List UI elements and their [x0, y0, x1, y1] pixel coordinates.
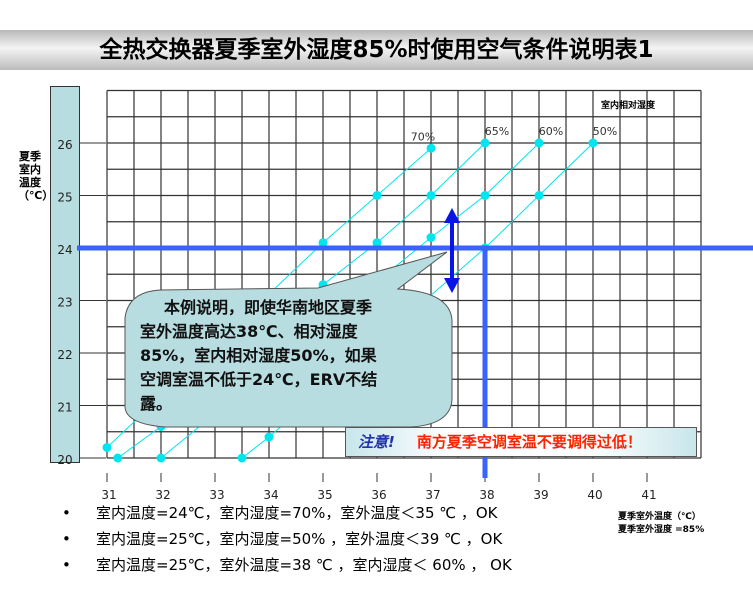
- series-label: 50%: [593, 125, 617, 138]
- data-point: [237, 453, 247, 463]
- x-tick-label: 31: [101, 488, 116, 502]
- x-tick-label: 36: [371, 488, 386, 502]
- series-label: 70%: [411, 130, 435, 143]
- legend-title: 室内相对湿度: [601, 99, 656, 111]
- note-label: 注意!: [358, 433, 395, 451]
- y-tick-label: 24: [57, 243, 72, 257]
- x-axis-label-line: 夏季室外温度（℃）: [618, 512, 701, 522]
- data-point: [480, 138, 490, 148]
- data-point: [426, 233, 436, 242]
- y-tick-label: 23: [57, 296, 72, 310]
- x-tick-label: 41: [641, 488, 656, 502]
- x-tick-label: 34: [263, 488, 278, 502]
- data-point: [372, 191, 382, 200]
- x-tick-label: 39: [533, 488, 548, 502]
- data-point: [426, 143, 436, 153]
- y-tick-label: 25: [57, 191, 72, 205]
- data-point: [426, 191, 436, 200]
- callout-line: 室外温度高达38℃、相对湿度: [140, 322, 358, 341]
- note-box: 注意! 南方夏季空调室温不要调得过低！: [345, 427, 697, 457]
- x-tick-label: 37: [425, 488, 440, 502]
- data-point: [264, 432, 274, 442]
- y-tick-label: 26: [57, 138, 72, 152]
- bullet-item: 室内温度=25℃，室外温度=38 ℃ ，室内湿度＜ 60% ， OK: [62, 552, 512, 578]
- data-point: [372, 238, 382, 248]
- callout-line: 空调室温不低于24℃，ERV不结: [140, 370, 378, 389]
- series-label: 65%: [485, 125, 509, 138]
- data-point: [102, 443, 112, 452]
- bullet-list: 室内温度=24℃，室内湿度=70%，室外温度＜35 ℃ ，OK 室内温度=25℃…: [62, 500, 512, 578]
- callout-line: 本例说明，即使华南地区夏季: [164, 298, 373, 317]
- data-point: [534, 138, 544, 148]
- data-point: [318, 238, 328, 248]
- x-tick-label: 33: [209, 488, 224, 502]
- callout-line: 露。: [140, 394, 173, 413]
- data-point: [480, 191, 490, 200]
- x-tick-label: 40: [587, 488, 602, 502]
- bullet-item: 室内温度=24℃，室内湿度=70%，室外温度＜35 ℃ ，OK: [62, 500, 512, 526]
- data-point: [588, 138, 598, 148]
- page-title: 全热交换器夏季室外湿度85%时使用空气条件说明表1: [0, 30, 753, 70]
- note-text: 南方夏季空调室温不要调得过低！: [416, 433, 642, 451]
- y-tick-label: 22: [57, 348, 72, 362]
- data-point: [113, 453, 123, 463]
- data-point: [534, 191, 544, 200]
- x-tick-label: 38: [479, 488, 494, 502]
- y-tick-label: 20: [57, 453, 72, 467]
- callout-text: 本例说明，即使华南地区夏季 室外温度高达38℃、相对湿度 85%，室内相对湿度5…: [140, 296, 450, 416]
- x-tick-label: 32: [155, 488, 170, 502]
- series-label: 60%: [539, 125, 563, 138]
- arrow-down-icon: [444, 278, 460, 293]
- series-line: [117, 142, 486, 459]
- arrow-up-icon: [444, 208, 460, 223]
- bullet-item: 室内温度=25℃，室内湿度=50% ，室外温度＜39 ℃ ，OK: [62, 526, 512, 552]
- x-axis-label-line: 夏季室外湿度 =85%: [618, 525, 705, 535]
- x-tick-label: 35: [317, 488, 332, 502]
- y-axis-band: [50, 86, 80, 463]
- callout-line: 85%，室内相对湿度50%，如果: [140, 346, 377, 365]
- y-tick-label: 21: [57, 401, 72, 415]
- data-point: [156, 453, 166, 463]
- x-axis-label: 夏季室外温度（℃） 夏季室外湿度 =85%: [618, 511, 704, 537]
- callout-bubble: [124, 251, 453, 428]
